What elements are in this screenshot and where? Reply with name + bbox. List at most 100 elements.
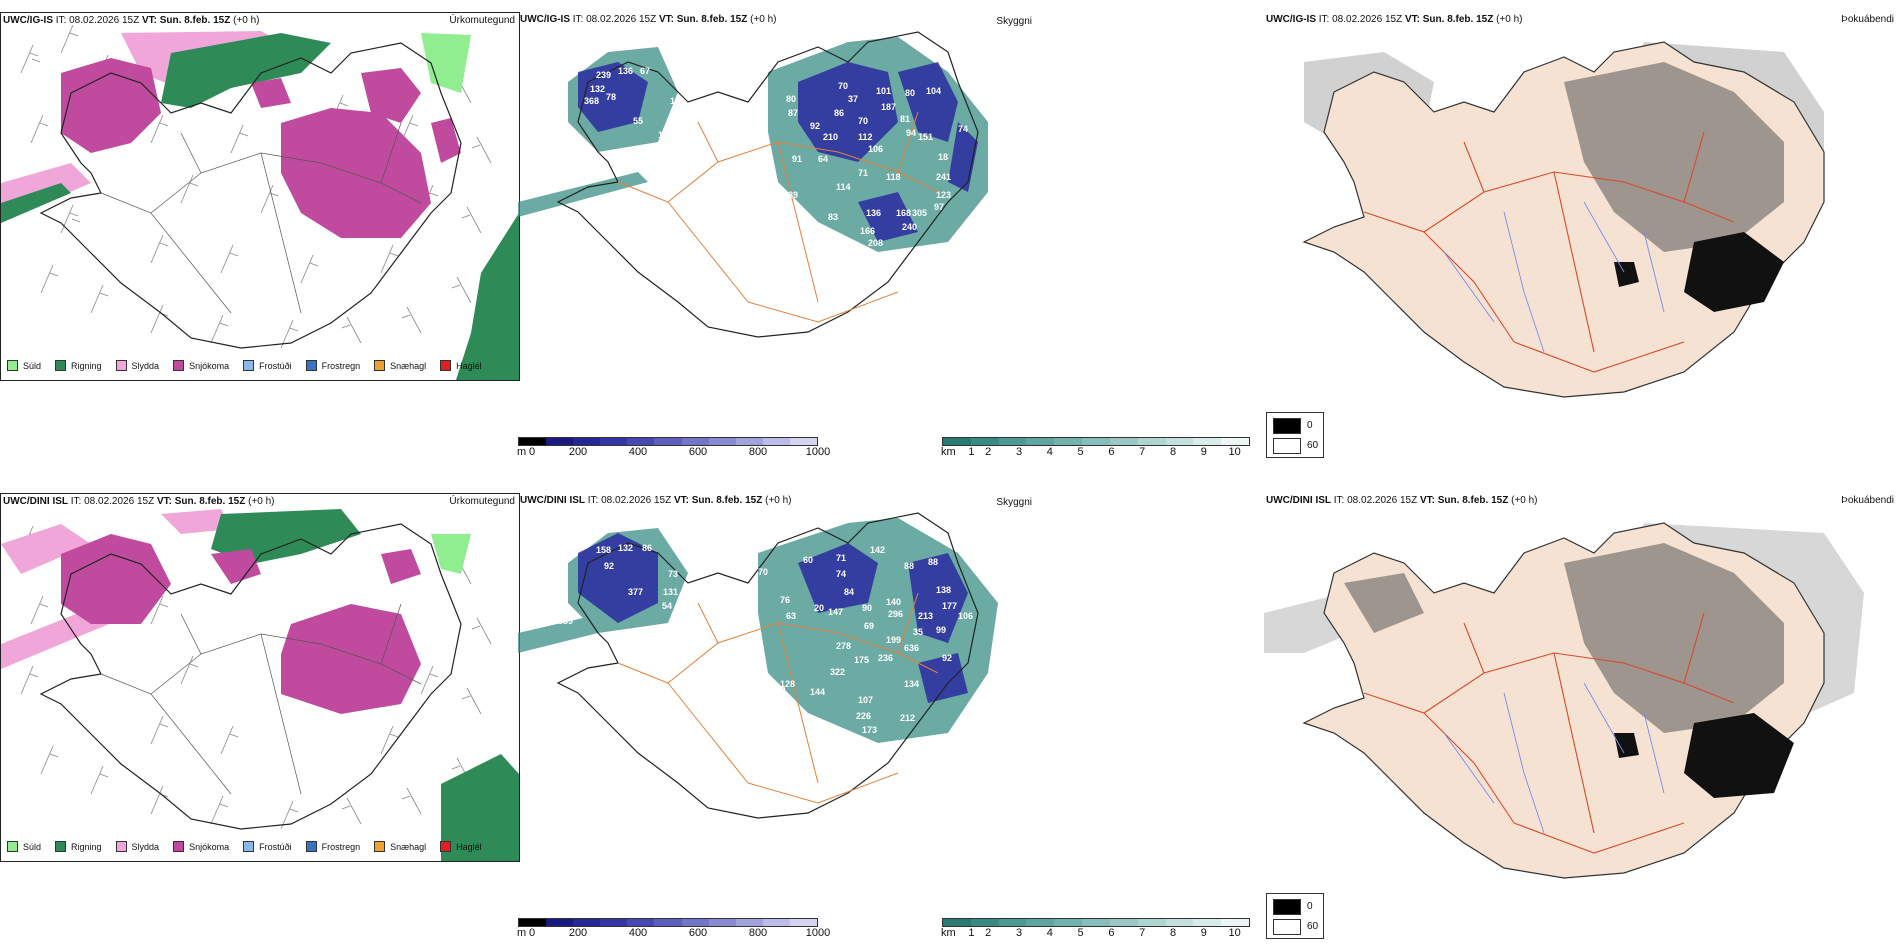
svg-text:67: 67 <box>640 66 650 76</box>
svg-text:177: 177 <box>942 601 957 611</box>
svg-text:114: 114 <box>836 182 851 192</box>
legend-swatch <box>115 841 127 852</box>
colorbar-tick-label: 2 <box>985 927 992 939</box>
cloud-height-labels: 158 132 86 92 377 73 131 54 339 103 70 60 71 74 14… <box>558 543 973 735</box>
svg-text:84: 84 <box>844 587 854 597</box>
legend-swatch <box>440 360 452 371</box>
svg-text:20: 20 <box>814 603 824 613</box>
svg-text:92: 92 <box>604 561 614 571</box>
svg-text:80: 80 <box>786 94 796 104</box>
fog-legend-white-swatch <box>1273 438 1301 454</box>
iceland-outline <box>39 42 462 349</box>
legend-swatch <box>173 360 185 371</box>
snow-area-2 <box>281 604 421 714</box>
svg-text:69: 69 <box>864 621 874 631</box>
svg-text:118: 118 <box>886 172 901 182</box>
svg-text:97: 97 <box>934 202 944 212</box>
fog-map-top <box>1302 41 1825 398</box>
svg-text:132: 132 <box>618 543 633 553</box>
colorbar-tick-label: 8 <box>1169 446 1177 458</box>
fog-legend-bottom: 0 60 <box>1266 893 1324 939</box>
precip-panel-bottom: UWC/DINI ISL IT: 08.02.2026 15Z VT: Sun.… <box>0 493 520 862</box>
svg-text:131: 131 <box>663 587 678 597</box>
svg-text:112: 112 <box>858 132 873 142</box>
svg-text:226: 226 <box>856 711 871 721</box>
cloudbase-colorbar-top: m 0 200 400 600 800 1000 <box>517 437 830 458</box>
fog-legend-white-swatch <box>1273 919 1301 935</box>
rain-area <box>211 509 519 861</box>
visibility-colorbar-bottom: km 1 2 3 4 5 6 7 8 9 10 <box>941 918 1250 939</box>
cloud-panel-top: 239 136 67 132 368 78 55 108 18 70 37 80 87 86 10… <box>518 12 1036 379</box>
svg-text:78: 78 <box>606 92 616 102</box>
colorbar-tick-label: 0 <box>528 446 536 458</box>
svg-text:147: 147 <box>828 607 843 617</box>
snow-area-1 <box>61 58 161 153</box>
precip-title-bottom: Úrkomutegund <box>449 496 515 507</box>
roads <box>100 603 422 795</box>
iceland-outline <box>556 31 979 338</box>
svg-text:106: 106 <box>868 144 883 154</box>
cloud-header-bottom: UWC/DINI ISL IT: 08.02.2026 15Z VT: Sun.… <box>520 495 792 506</box>
svg-text:144: 144 <box>810 687 825 697</box>
fog-legend-black-swatch <box>1273 418 1301 434</box>
cloudbase-colorbar-bottom: m 0 200 400 600 800 1000 <box>517 918 830 939</box>
colorbar-tick-label: 400 <box>628 446 648 458</box>
fog-legend-low: 0 <box>1307 420 1313 431</box>
svg-text:168: 168 <box>896 208 911 218</box>
svg-text:71: 71 <box>858 168 868 178</box>
colorbar-tick-label: 4 <box>1046 446 1053 458</box>
svg-text:70: 70 <box>758 567 768 577</box>
svg-text:55: 55 <box>633 116 643 126</box>
svg-text:86: 86 <box>642 543 652 553</box>
rain-area <box>1 33 519 380</box>
cloudbase-blue-area <box>578 62 978 242</box>
svg-text:63: 63 <box>786 611 796 621</box>
legend-item: Snjókoma <box>173 360 229 371</box>
fog-header-top: UWC/IG-IS IT: 08.02.2026 15Z VT: Sun. 8.… <box>1266 14 1523 25</box>
svg-text:70: 70 <box>858 116 868 126</box>
svg-text:104: 104 <box>926 86 941 96</box>
svg-text:108: 108 <box>658 130 673 140</box>
legend-swatch <box>243 841 255 852</box>
svg-text:210: 210 <box>823 132 838 142</box>
colorbar-tick-label: 0 <box>528 927 536 939</box>
legend-item: Frostregn <box>305 841 360 852</box>
drizzle-area <box>421 33 471 93</box>
legend-swatch <box>115 360 127 371</box>
legend-item: Snæhagl <box>374 841 426 852</box>
snow-area-2 <box>281 108 431 238</box>
cloud-title-top: Skyggni <box>996 16 1032 27</box>
svg-text:90: 90 <box>862 603 872 613</box>
legend-swatch <box>55 841 67 852</box>
svg-text:86: 86 <box>834 108 844 118</box>
fog-rivers <box>1443 201 1665 353</box>
colorbar-tick-label: 10 <box>1228 446 1241 458</box>
svg-text:80: 80 <box>905 88 915 98</box>
iceland-outline <box>39 523 462 830</box>
svg-text:106: 106 <box>958 611 973 621</box>
fog-roads <box>1363 131 1735 373</box>
colorbar-tick-label: 6 <box>1108 927 1115 939</box>
precip-panel-top: UWC/IG-IS IT: 08.02.2026 15Z VT: Sun. 8.… <box>0 12 520 381</box>
precip-title-top: Úrkomutegund <box>449 15 515 26</box>
legend-item: Súld <box>7 360 41 371</box>
svg-text:107: 107 <box>858 695 873 705</box>
legend-item: Frostúði <box>243 360 292 371</box>
sleet-area <box>1 509 231 669</box>
fog-title-bottom: Þokuábendi <box>1841 495 1894 506</box>
svg-text:236: 236 <box>878 653 893 663</box>
colorbar-tick-label: 800 <box>748 927 768 939</box>
colorbar-tick-label: 400 <box>628 927 648 939</box>
iceland-outline <box>556 512 979 819</box>
fog-black-spot <box>1614 713 1794 798</box>
svg-text:76: 76 <box>780 595 790 605</box>
wind-barbs <box>20 525 492 830</box>
fog-map-bottom <box>1264 522 1864 879</box>
snow-area-1 <box>61 534 171 624</box>
snow-area-3 <box>211 549 421 584</box>
svg-text:92: 92 <box>942 653 952 663</box>
svg-text:158: 158 <box>596 545 611 555</box>
colorbar-tick-label: 1 <box>968 927 975 939</box>
svg-text:636: 636 <box>904 643 919 653</box>
